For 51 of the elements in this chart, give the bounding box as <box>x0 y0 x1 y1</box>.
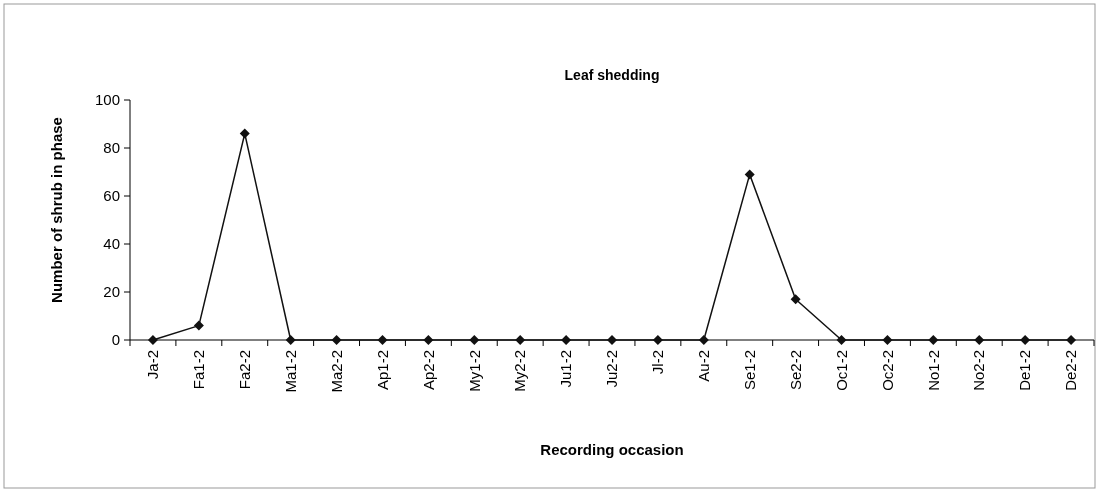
point <box>469 335 480 345</box>
y-tick-label: 100 <box>94 91 120 109</box>
x-tick-label: Ja-2 <box>144 350 162 380</box>
x-tick-label: De2-2 <box>1062 350 1080 391</box>
point <box>239 128 250 139</box>
x-tick-label: Au-2 <box>695 350 713 382</box>
y-tick-label: 60 <box>103 187 120 205</box>
x-axis-title: Recording occasion <box>540 441 684 458</box>
x-tick-label: Fa1-2 <box>190 350 208 390</box>
point <box>790 294 801 305</box>
point <box>423 335 434 345</box>
y-tick-label: 80 <box>103 139 120 157</box>
x-tick-label: Ma1-2 <box>281 350 299 393</box>
y-axis-title: Number of shrub in phase <box>48 117 65 303</box>
point <box>744 169 755 180</box>
point <box>882 335 893 345</box>
point <box>836 335 847 345</box>
x-tick-label: My2-2 <box>511 350 529 392</box>
x-tick-label: Se1-2 <box>740 350 758 391</box>
x-tick-label: Oc1-2 <box>832 350 850 391</box>
point <box>1066 335 1077 345</box>
point <box>974 335 985 345</box>
x-tick-label: Fa2-2 <box>236 350 254 390</box>
point <box>652 335 663 345</box>
x-tick-label: Ma2-2 <box>327 350 345 393</box>
x-tick-label: Ap2-2 <box>419 350 437 391</box>
point <box>193 320 204 331</box>
x-tick-label: De1-2 <box>1016 350 1034 391</box>
chart-title: Leaf shedding <box>564 67 660 83</box>
x-tick-label: Jl-2 <box>649 350 667 375</box>
x-tick-label: Ju1-2 <box>557 350 575 388</box>
point <box>515 335 526 345</box>
point <box>331 335 342 345</box>
x-tick-label: Se2-2 <box>786 350 804 391</box>
point <box>285 335 296 345</box>
y-tick-label: 40 <box>103 235 120 253</box>
x-tick-label: No1-2 <box>924 350 942 391</box>
point <box>928 335 939 345</box>
point <box>147 335 158 345</box>
y-tick-label: 0 <box>111 331 120 349</box>
x-tick-label: Ju2-2 <box>603 350 621 388</box>
point <box>698 335 709 345</box>
point <box>377 335 388 345</box>
point <box>607 335 617 345</box>
x-tick-label: Ap1-2 <box>373 350 391 391</box>
x-tick-label: My1-2 <box>465 350 483 392</box>
x-tick-label: Oc2-2 <box>878 350 896 391</box>
x-tick-label: No2-2 <box>970 350 988 391</box>
point <box>561 335 572 345</box>
y-tick-label: 20 <box>103 283 120 301</box>
point <box>1020 335 1031 345</box>
